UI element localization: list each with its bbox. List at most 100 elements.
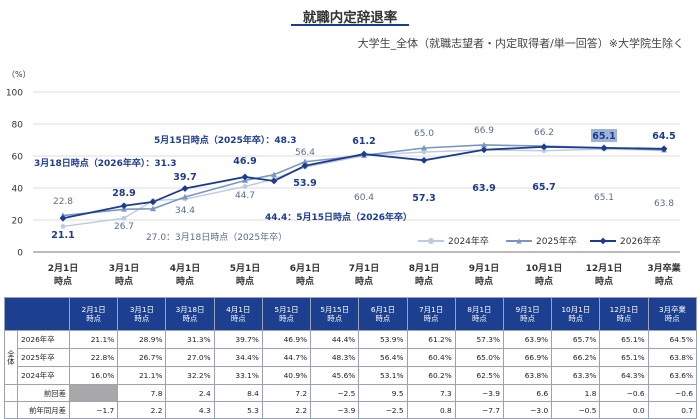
table-row: 前年同月差 −1.7 2.2 4.3 5.3 2.2 −3.9 −2.5 0.8 −7.7 −3.0…	[4, 401, 698, 419]
point-2026	[660, 145, 668, 153]
point-2025	[150, 205, 156, 212]
x-tick-label: 12月1日	[586, 263, 623, 274]
data-label-2025: 66.9	[474, 126, 494, 136]
legend-swatch-2025	[506, 237, 532, 245]
data-label-2026: 28.9	[112, 188, 135, 199]
x-tick-label: 3月卒業	[647, 262, 681, 274]
x-tick-label: 4月1日	[170, 263, 201, 274]
data-label-2025: 65.1	[594, 193, 614, 203]
x-tick-label: 9月1日	[469, 263, 500, 274]
table-cell: 7.2	[261, 384, 312, 402]
table-cell: 7.8	[117, 384, 167, 402]
table-cell: 57.3%	[454, 330, 504, 349]
table-row-label: 2025年卒	[17, 348, 70, 367]
x-tick-label: 時点	[296, 275, 314, 287]
table-cell: 64.3%	[599, 366, 649, 385]
x-tick-label: 時点	[415, 275, 433, 287]
table-cell: 53.1%	[358, 366, 408, 385]
data-label-2026: 57.3	[412, 193, 435, 204]
data-label-2025: 44.7	[235, 191, 255, 201]
y-tick-label: 60	[12, 153, 24, 163]
annotation-may15-2025: 5月15日時点（2025年卒）：48.3	[154, 134, 297, 146]
table-group-label: 全体	[4, 330, 18, 385]
table-cell	[68, 384, 119, 402]
table-cell: 45.6%	[310, 366, 360, 385]
table-cell: 6.6	[502, 384, 553, 402]
y-tick-label: 40	[12, 185, 24, 195]
table-cell: 66.9%	[502, 348, 553, 367]
table-cell: 65.1%	[599, 330, 649, 349]
point-2026	[59, 214, 67, 222]
table-cell: −3.9	[454, 384, 504, 402]
point-2024	[541, 148, 547, 154]
annotation-mar18-2025: 27.0：3月18日時点（2025年卒）	[146, 231, 287, 243]
table-cell: 27.0%	[165, 348, 215, 367]
table-column-header: 2月1日 時点	[68, 297, 119, 331]
data-label-2026: 63.9	[472, 183, 495, 194]
point-2026	[600, 144, 608, 152]
table-column-header: 8月1日 時点	[454, 297, 504, 331]
data-label-2026: 21.1	[51, 230, 74, 241]
table-cell: 65.7%	[551, 330, 601, 349]
x-tick-label: 10月1日	[526, 263, 563, 274]
table-cell: −0.5	[551, 401, 601, 419]
data-label-2025: 63.8	[654, 199, 674, 209]
table-row-label: 2026年卒	[17, 330, 70, 349]
point-2026	[241, 173, 249, 181]
table-cell: −2.5	[358, 401, 408, 419]
data-label-2026: 39.7	[173, 172, 196, 183]
table-cell: 63.8%	[647, 348, 698, 367]
x-tick-label: 時点	[236, 275, 254, 287]
table-cell: 4.3	[165, 401, 215, 419]
table-cell: 48.3%	[310, 348, 360, 367]
x-tick-label: 時点	[655, 275, 673, 287]
table-spacer-cell	[4, 384, 18, 402]
table-cell: −7.7	[454, 401, 504, 419]
y-tick-label: 0	[17, 249, 23, 259]
legend-label-2024: 2024年卒	[448, 237, 489, 247]
annotation-may15-2026: 44.4：5月15日時点（2026年卒）	[265, 211, 412, 223]
table-cell: 1.8	[551, 384, 601, 402]
table-row-label: 前回差	[17, 384, 70, 402]
table-cell: 16.0%	[68, 366, 119, 385]
x-tick-label: 時点	[54, 275, 72, 287]
table-cell: 63.8%	[502, 366, 553, 385]
legend-item-2026: 2026年卒	[590, 234, 661, 247]
y-tick-label: 100	[6, 89, 23, 99]
annotation-mar18-2026: 3月18日時点（2026年卒）：31.3	[34, 157, 177, 169]
table-cell: 2.2	[261, 401, 312, 419]
table-column-header: 10月1日 時点	[551, 297, 601, 331]
legend-item-2024: 2024年卒	[418, 234, 489, 247]
table-cell: 66.2%	[551, 348, 601, 367]
point-2025	[182, 193, 188, 200]
table-cell: 62.5%	[454, 366, 504, 385]
table-spacer-cell	[4, 401, 18, 419]
table-header-row: 2月1日 時点 3月1日 時点 3月18日 時点 4月1日 時点 5月1日 時点 5月15日 時点 6月…	[4, 297, 698, 331]
point-2025	[421, 144, 427, 151]
point-2025	[271, 171, 277, 178]
table-cell: 5.3	[213, 401, 263, 419]
table-cell: −1.7	[68, 401, 119, 419]
table-column-header: 5月1日 時点	[261, 297, 312, 331]
point-2026	[360, 150, 368, 158]
table-row: 全体 2026年卒 21.1% 28.9% 31.3% 39.7% 46.9% 44.4% 53…	[4, 330, 698, 385]
table-cell: 34.4%	[213, 348, 263, 367]
point-2026	[270, 177, 278, 185]
title-underline	[291, 24, 409, 26]
data-table: 2月1日 時点 3月1日 時点 3月18日 時点 4月1日 時点 5月1日 時点 5月15日 時点 6月…	[4, 297, 698, 419]
data-label-2025: 34.4	[175, 206, 195, 216]
table-cell: 65.1%	[599, 348, 649, 367]
x-tick-label: 時点	[535, 275, 553, 287]
table-row: 前回差 7.8 2.4 8.4 7.2 −2.5 9.5 7.3 −3.9 6.6 1.8 −0.6−…	[4, 384, 698, 402]
point-2024	[242, 184, 248, 189]
table-cell: 7.3	[406, 384, 456, 402]
table-cell: 53.9%	[358, 330, 408, 349]
x-tick-label: 時点	[115, 275, 133, 287]
table-cell: 63.6%	[647, 366, 698, 385]
table-cell: 39.7%	[213, 330, 263, 349]
data-label-2025: 66.2	[534, 128, 554, 138]
chart-title: 就職内定辞退率	[302, 10, 398, 26]
table-row: 2025年卒 22.8% 26.7% 27.0% 34.4% 44.7% 48.3% 56.4…	[5, 348, 698, 367]
legend-label-2026: 2026年卒	[620, 237, 661, 247]
